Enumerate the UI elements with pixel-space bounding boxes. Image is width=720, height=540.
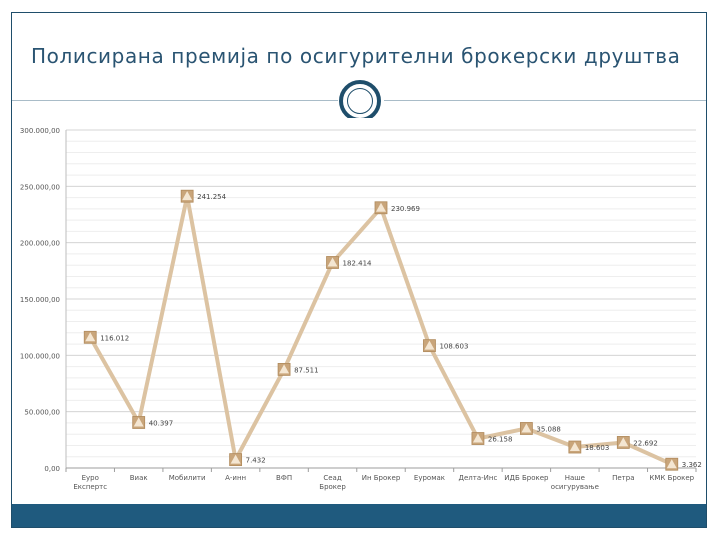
data-point-highlight-4 <box>279 364 290 374</box>
data-point-highlight-3 <box>230 454 241 464</box>
line-chart: 0,00 50.000,00 100.000,00 150.000,00 200.000… <box>20 127 702 491</box>
data-point-highlight-1 <box>133 417 144 427</box>
data-point-highlight-12 <box>666 459 677 469</box>
data-label-5: 182.414 <box>343 259 372 267</box>
data-label-8: 26.158 <box>488 436 513 444</box>
x-tick-label-4: ВФП <box>276 474 292 482</box>
footer-bar <box>12 504 706 527</box>
data-label-9: 35.088 <box>536 425 561 433</box>
data-label-3: 7.432 <box>246 457 266 465</box>
x-tick-label-2: Мобилити <box>169 474 206 482</box>
data-label-6: 230.969 <box>391 205 420 213</box>
x-tick-label-7: Еуромак <box>414 474 445 482</box>
data-point-highlight-6 <box>376 202 386 212</box>
data-point-highlight-11 <box>618 437 629 447</box>
data-label-2: 241.254 <box>197 193 226 201</box>
y-tick-label-2: 100.000,00 <box>20 352 60 360</box>
data-label-11: 22.692 <box>633 439 658 447</box>
x-tick-label-10: Наше осигурување <box>551 474 599 491</box>
y-tick-label-4: 200.000,00 <box>20 240 60 248</box>
data-label-4: 87.511 <box>294 366 319 374</box>
y-tick-label-1: 50.000,00 <box>24 409 60 417</box>
data-point-highlight-10 <box>569 442 580 452</box>
y-tick-label-5: 250.000,00 <box>20 183 60 191</box>
x-tick-label-0: Еуро Експертс <box>73 474 107 491</box>
slide-title: Полисирана премија по осигурителни броке… <box>31 44 681 68</box>
data-point-highlight-2 <box>182 191 193 201</box>
data-point-highlight-8 <box>472 433 483 443</box>
data-point-highlight-7 <box>424 340 435 350</box>
series-line <box>88 194 673 467</box>
data-label-1: 40.397 <box>149 419 174 427</box>
data-label-0: 116.012 <box>100 334 129 342</box>
x-tick-label-11: Петра <box>612 474 634 482</box>
y-tick-label-0: 0,00 <box>44 465 60 473</box>
title-divider-right <box>384 100 706 101</box>
x-tick-label-1: Виак <box>130 474 148 482</box>
ring-ornament-inner <box>347 88 373 114</box>
data-label-10: 18.603 <box>585 444 610 452</box>
data-point-highlight-0 <box>85 332 96 342</box>
x-tick-label-3: А-инн <box>225 474 246 482</box>
x-tick-label-12: КМК Брокер <box>649 474 694 482</box>
y-tick-label-3: 150.000,00 <box>20 296 60 304</box>
data-point-highlight-5 <box>327 257 338 267</box>
x-tick-label-8: Делта-Инс <box>459 474 498 482</box>
data-label-12: 3.362 <box>682 461 702 469</box>
data-point-highlight-9 <box>521 423 532 433</box>
title-divider-left <box>12 100 338 101</box>
x-tick-label-5: Сеад Брокер <box>319 474 346 491</box>
chart-area: 0,00 50.000,00 100.000,00 150.000,00 200.000… <box>12 118 706 504</box>
ring-ornament <box>339 80 381 122</box>
x-tick-label-6: Ин Брокер <box>362 474 401 482</box>
y-tick-label-6: 300.000,00 <box>20 127 60 135</box>
data-label-7: 108.603 <box>439 343 468 351</box>
x-tick-label-9: ИДБ Брокер <box>504 474 549 482</box>
